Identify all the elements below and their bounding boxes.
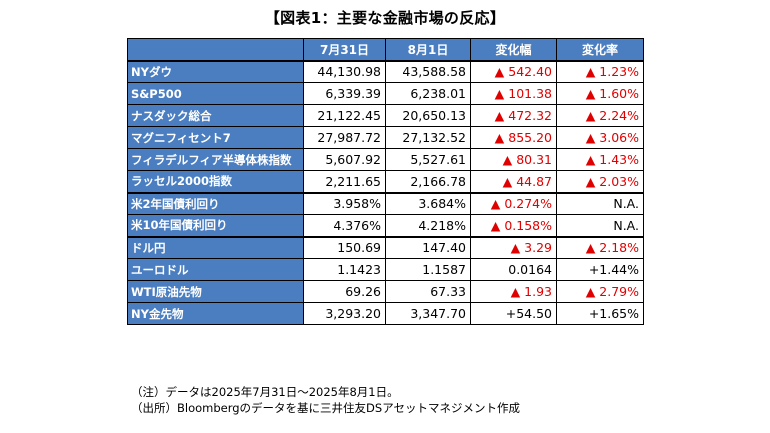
change-value: ▲ 855.20 — [470, 126, 557, 149]
table-row: フィラデルフィア半導体株指数 5,607.92 5,527.61 ▲ 80.31 ▲ 1… — [127, 148, 644, 171]
value-jul31: 2,211.65 — [303, 170, 386, 194]
figure-title: 【図表1：主要な金融市場の反応】 — [264, 9, 506, 27]
change-value: ▲ 80.31 — [470, 148, 557, 171]
header-change-rate: 変化率 — [556, 38, 644, 62]
row-name: 米2年国債利回り — [127, 192, 304, 215]
note-data-period: （注）データは2025年7月31日～2025年8月1日。 — [131, 385, 399, 399]
row-name: マグニフィセント7 — [127, 126, 304, 149]
change-value: ▲ 101.38 — [470, 82, 557, 105]
table-row: WTI原油先物 69.26 67.33 ▲ 1.93 ▲ 2.79% — [127, 280, 644, 303]
change-rate: +1.44% — [556, 258, 644, 281]
row-name: S&P500 — [127, 82, 304, 105]
value-aug1: 3,347.70 — [385, 302, 471, 325]
value-jul31: 5,607.92 — [303, 148, 386, 171]
row-name: ナスダック総合 — [127, 104, 304, 127]
value-aug1: 20,650.13 — [385, 104, 471, 127]
change-rate: N.A. — [556, 192, 644, 215]
value-aug1: 43,588.58 — [385, 60, 471, 83]
change-value: ▲ 44.87 — [470, 170, 557, 194]
value-aug1: 3.684% — [385, 192, 471, 215]
table-row: NYダウ 44,130.98 43,588.58 ▲ 542.40 ▲ 1.23% — [127, 60, 644, 83]
table-row: ユーロドル 1.1423 1.1587 0.0164 +1.44% — [127, 258, 644, 281]
table-row: ナスダック総合 21,122.45 20,650.13 ▲ 472.32 ▲ 2.24% — [127, 104, 644, 127]
row-name: ラッセル2000指数 — [127, 170, 304, 194]
change-value: 0.0164 — [470, 258, 557, 281]
table-row: 米2年国債利回り 3.958% 3.684% ▲ 0.274% N.A. — [127, 192, 644, 215]
row-name: ドル円 — [127, 236, 304, 259]
change-rate: ▲ 3.06% — [556, 126, 644, 149]
change-rate: ▲ 2.79% — [556, 280, 644, 303]
value-jul31: 69.26 — [303, 280, 386, 303]
change-rate: N.A. — [556, 214, 644, 238]
value-jul31: 6,339.39 — [303, 82, 386, 105]
header-corner — [127, 38, 304, 62]
header-jul31: 7月31日 — [303, 38, 386, 62]
table-row: NY金先物 3,293.20 3,347.70 +54.50 +1.65% — [127, 302, 644, 325]
row-name: 米10年国債利回り — [127, 214, 304, 238]
change-rate: ▲ 2.18% — [556, 236, 644, 259]
table-row: ドル円 150.69 147.40 ▲ 3.29 ▲ 2.18% — [127, 236, 644, 259]
value-jul31: 27,987.72 — [303, 126, 386, 149]
header-change: 変化幅 — [470, 38, 557, 62]
row-name: NYダウ — [127, 60, 304, 83]
row-name: フィラデルフィア半導体株指数 — [127, 148, 304, 171]
table-row: マグニフィセント7 27,987.72 27,132.52 ▲ 855.20 ▲ 3.0… — [127, 126, 644, 149]
table-row: 米10年国債利回り 4.376% 4.218% ▲ 0.158% N.A. — [127, 214, 644, 238]
row-name: NY金先物 — [127, 302, 304, 325]
value-aug1: 2,166.78 — [385, 170, 471, 194]
value-aug1: 5,527.61 — [385, 148, 471, 171]
footnotes: （注）データは2025年7月31日～2025年8月1日。 （出所）Bloombe… — [131, 384, 520, 416]
table-row: ラッセル2000指数 2,211.65 2,166.78 ▲ 44.87 ▲ 2.03% — [127, 170, 644, 194]
row-name: WTI原油先物 — [127, 280, 304, 303]
change-rate: +1.65% — [556, 302, 644, 325]
value-aug1: 6,238.01 — [385, 82, 471, 105]
change-rate: ▲ 1.43% — [556, 148, 644, 171]
change-value: ▲ 0.274% — [470, 192, 557, 215]
note-source: （出所）Bloombergのデータを基に三井住友DSアセットマネジメント作成 — [131, 401, 520, 415]
change-value: ▲ 542.40 — [470, 60, 557, 83]
change-value: ▲ 1.93 — [470, 280, 557, 303]
change-rate: ▲ 2.03% — [556, 170, 644, 194]
table-header-row: 7月31日 8月1日 変化幅 変化率 — [127, 38, 644, 62]
market-reaction-table: 7月31日 8月1日 変化幅 変化率 NYダウ 44,130.98 43,588.5… — [127, 38, 644, 325]
change-rate: ▲ 1.60% — [556, 82, 644, 105]
value-aug1: 147.40 — [385, 236, 471, 259]
value-jul31: 21,122.45 — [303, 104, 386, 127]
value-jul31: 44,130.98 — [303, 60, 386, 83]
value-jul31: 1.1423 — [303, 258, 386, 281]
change-rate: ▲ 1.23% — [556, 60, 644, 83]
value-aug1: 1.1587 — [385, 258, 471, 281]
value-jul31: 3,293.20 — [303, 302, 386, 325]
value-jul31: 150.69 — [303, 236, 386, 259]
change-value: ▲ 472.32 — [470, 104, 557, 127]
table-row: S&P500 6,339.39 6,238.01 ▲ 101.38 ▲ 1.60% — [127, 82, 644, 105]
change-rate: ▲ 2.24% — [556, 104, 644, 127]
change-value: ▲ 3.29 — [470, 236, 557, 259]
change-value: +54.50 — [470, 302, 557, 325]
change-value: ▲ 0.158% — [470, 214, 557, 238]
row-name: ユーロドル — [127, 258, 304, 281]
header-aug1: 8月1日 — [385, 38, 471, 62]
value-jul31: 3.958% — [303, 192, 386, 215]
value-aug1: 4.218% — [385, 214, 471, 238]
value-aug1: 67.33 — [385, 280, 471, 303]
value-jul31: 4.376% — [303, 214, 386, 238]
value-aug1: 27,132.52 — [385, 126, 471, 149]
